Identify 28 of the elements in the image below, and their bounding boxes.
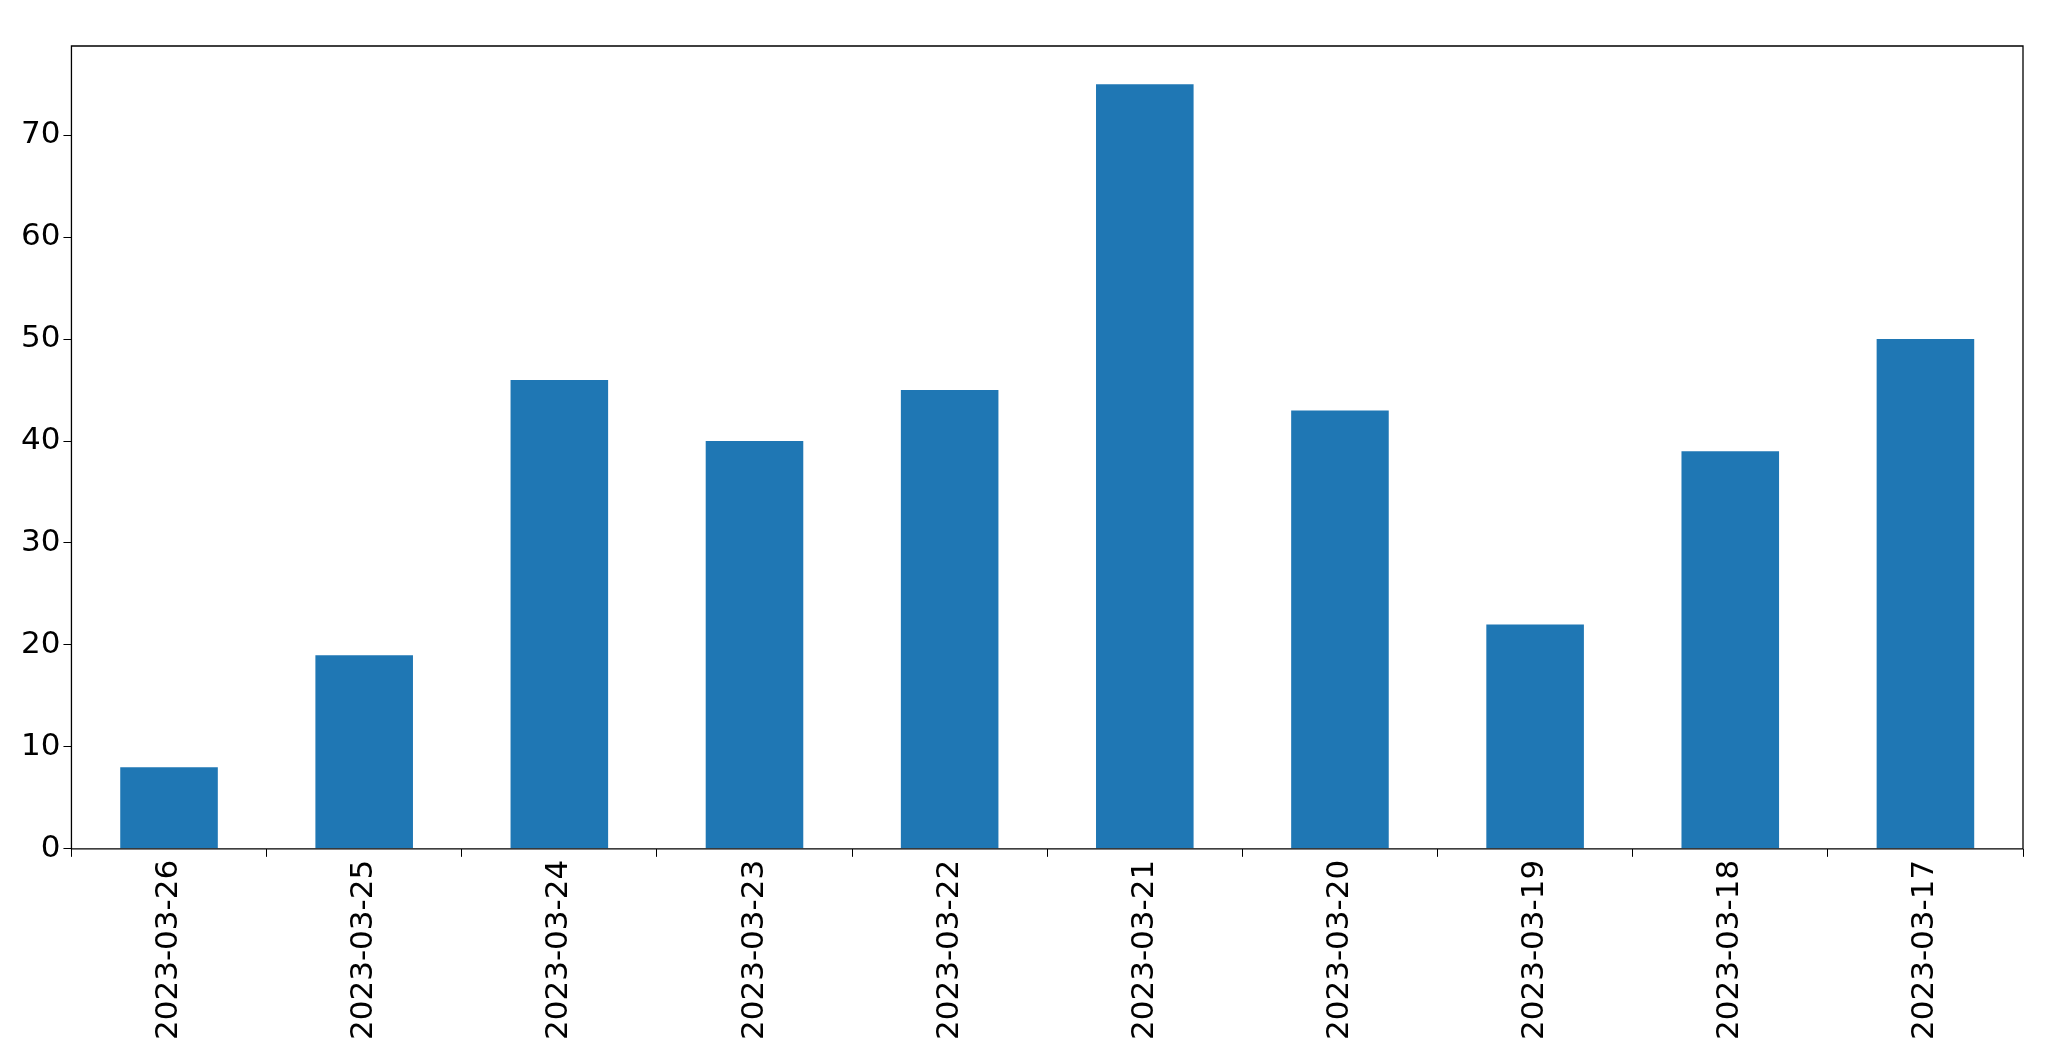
x-tick-label: 2023-03-19 (1514, 859, 1551, 1041)
x-tick-label: 2023-03-25 (343, 859, 380, 1041)
x-tick-label: 2023-03-24 (538, 859, 575, 1041)
x-tick-label: 2023-03-17 (1904, 859, 1941, 1041)
x-tick-label: 2023-03-22 (928, 859, 965, 1041)
y-tick-label: 0 (40, 827, 61, 864)
x-tick-label: 2023-03-18 (1709, 859, 1746, 1041)
x-tick-label: 2023-03-21 (1123, 859, 1160, 1041)
x-tick-label: 2023-03-20 (1319, 859, 1355, 1041)
y-tick-label: 10 (20, 725, 61, 762)
bar (1681, 451, 1780, 849)
bar (120, 767, 218, 849)
bar (1291, 410, 1389, 849)
bar (510, 379, 609, 849)
y-tick-label: 70 (20, 114, 61, 151)
bar (1876, 339, 1975, 849)
x-tick-label: 2023-03-26 (148, 859, 185, 1041)
bar (1096, 84, 1194, 849)
bar (900, 390, 999, 849)
y-tick-label: 60 (20, 216, 61, 253)
y-tick-label: 40 (20, 420, 61, 457)
y-tick-label: 50 (20, 318, 61, 355)
bar (315, 655, 413, 849)
bar (705, 441, 804, 849)
bar (1486, 624, 1584, 849)
x-tick-label: 2023-03-23 (733, 859, 770, 1041)
y-tick-label: 20 (20, 623, 61, 660)
y-tick-label: 30 (20, 522, 61, 559)
